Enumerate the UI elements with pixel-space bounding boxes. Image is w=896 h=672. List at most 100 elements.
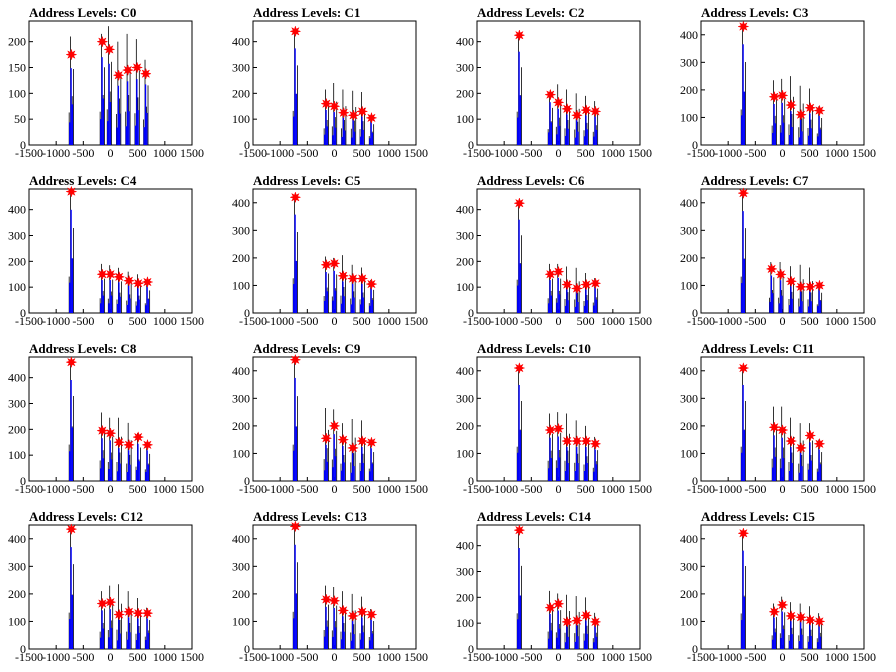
histogram-cluster: [323, 89, 329, 145]
y-tick-label: 200: [680, 419, 698, 433]
chart-svg: Address Levels: C8-1500 -1000 -500 0 500 1000…: [8, 341, 204, 496]
chart-title: Address Levels: C9: [253, 341, 361, 356]
peak-marker: [544, 88, 557, 101]
peak-marker: [337, 106, 350, 119]
y-tick-label: 400: [456, 364, 474, 378]
y-tick-label: 400: [456, 35, 474, 49]
chart-svg: Address Levels: C4-1500 -1000 -500 0 500 1000…: [8, 173, 204, 328]
peak-marker: [121, 64, 134, 77]
x-tick-label: 0: [332, 482, 338, 496]
x-tick-label: 1500: [404, 650, 428, 664]
peak-marker: [794, 280, 808, 293]
x-tick-label: 1000: [377, 650, 401, 664]
chart-svg: Address Levels: C9-1500 -1000 -500 0 500 1000…: [232, 341, 428, 496]
y-tick-label: 300: [680, 559, 698, 573]
y-tick-label: 0: [468, 138, 474, 152]
peak-marker: [589, 105, 602, 118]
peak-marker: [580, 609, 593, 622]
peak-marker: [289, 353, 302, 366]
peak-marker: [570, 434, 584, 448]
peak-marker: [804, 429, 817, 442]
peak-marker: [570, 614, 584, 627]
histogram-cluster: [323, 585, 329, 649]
peak-marker: [768, 90, 781, 103]
peak-marker: [96, 597, 109, 610]
peak-marker: [813, 104, 826, 117]
y-tick-label: 200: [8, 35, 26, 49]
x-tick-label: -1000: [266, 314, 294, 328]
peak-marker: [785, 434, 798, 448]
histogram-cluster: [555, 84, 562, 145]
y-tick-label: 200: [8, 254, 26, 268]
x-tick-label: 1500: [628, 314, 652, 328]
x-tick-label: 500: [577, 314, 595, 328]
histogram-cluster: [564, 266, 570, 313]
y-tick-label: 100: [456, 280, 474, 294]
peak-marker: [513, 361, 526, 375]
histogram-cluster: [547, 413, 553, 481]
chart-panel: Address Levels: C6 -1500 -1000 -500 0 500 1000…: [448, 168, 672, 336]
chart-panel: Address Levels: C8 -1500 -1000 -500 0 500 1000…: [0, 336, 224, 504]
x-tick-label: 1500: [852, 146, 876, 160]
x-tick-label: -1500: [463, 146, 491, 160]
x-tick-label: 0: [332, 146, 338, 160]
peak-marker: [737, 527, 750, 540]
histogram-cluster: [564, 413, 570, 481]
x-tick-label: -1500: [687, 314, 715, 328]
y-tick-label: 0: [244, 306, 250, 320]
y-tick-label: 200: [8, 587, 26, 601]
histogram-cluster: [341, 89, 347, 145]
y-tick-label: 0: [20, 138, 26, 152]
x-tick-label: -500: [520, 482, 542, 496]
histogram-cluster: [331, 409, 338, 481]
peak-marker: [320, 97, 333, 110]
x-tick-label: 0: [556, 314, 562, 328]
y-tick-label: 100: [232, 614, 250, 628]
peak-marker: [132, 607, 145, 620]
peak-marker: [320, 432, 333, 445]
peak-marker: [65, 523, 78, 536]
histogram-cluster: [359, 92, 365, 145]
y-tick-label: 0: [468, 474, 474, 488]
y-tick-label: 400: [680, 28, 698, 42]
chart-panel: Address Levels: C10 -1500 -1000 -500 0 500 100…: [448, 336, 672, 504]
histogram-cluster: [771, 80, 777, 145]
x-tick-label: 1000: [825, 650, 849, 664]
x-tick-label: -500: [744, 482, 766, 496]
x-tick-label: -1000: [266, 482, 294, 496]
x-tick-label: -1000: [266, 650, 294, 664]
histogram-cluster: [583, 272, 589, 313]
x-tick-label: 1000: [601, 650, 625, 664]
peak-marker: [96, 35, 109, 48]
peak-marker: [580, 104, 593, 117]
chart-svg: Address Levels: C5-1500 -1000 -500 0 500 1000…: [232, 173, 428, 328]
x-tick-label: -500: [296, 482, 318, 496]
y-tick-label: 0: [692, 474, 698, 488]
x-tick-label: 500: [129, 314, 147, 328]
x-tick-label: 0: [556, 482, 562, 496]
histogram-cluster: [116, 41, 122, 145]
y-tick-label: 400: [680, 364, 698, 378]
y-tick-label: 400: [456, 539, 474, 553]
x-tick-label: 500: [801, 650, 819, 664]
x-tick-label: 1500: [852, 650, 876, 664]
x-tick-label: 1000: [153, 314, 177, 328]
histogram-cluster: [516, 201, 522, 313]
y-tick-label: 300: [456, 61, 474, 75]
histogram-cluster: [135, 433, 141, 481]
histogram-cluster: [516, 366, 522, 481]
x-tick-label: -500: [520, 650, 542, 664]
y-tick-label: 300: [680, 391, 698, 405]
x-tick-label: -1500: [687, 482, 715, 496]
peak-marker: [589, 437, 602, 450]
y-tick-label: 400: [8, 371, 26, 385]
peak-marker: [768, 605, 781, 618]
x-tick-label: 500: [577, 146, 595, 160]
x-tick-label: 1500: [628, 146, 652, 160]
x-tick-label: -1000: [714, 650, 742, 664]
peak-marker: [813, 437, 826, 450]
x-tick-label: -1000: [42, 482, 70, 496]
y-tick-label: 0: [468, 306, 474, 320]
x-tick-label: 500: [801, 482, 819, 496]
peak-marker: [96, 424, 109, 437]
